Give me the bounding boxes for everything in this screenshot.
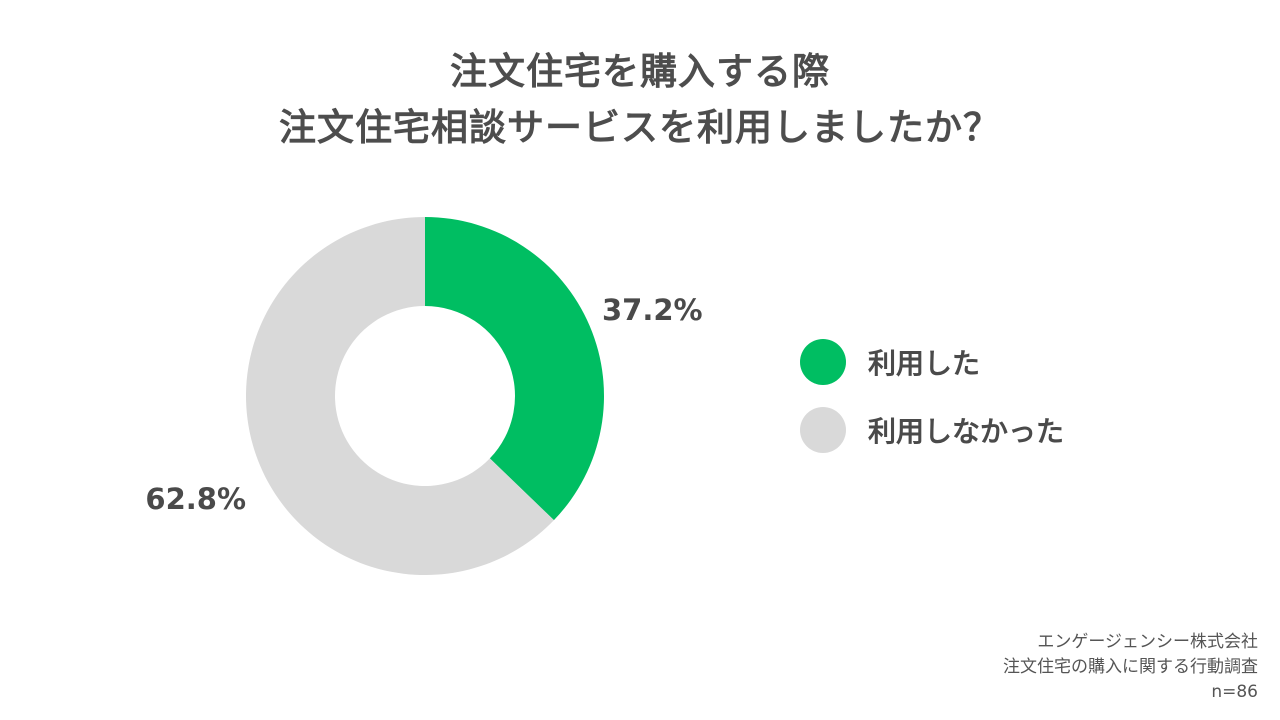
- sample-size: n=86: [1211, 682, 1258, 702]
- data-label-used: 37.2%: [602, 293, 703, 327]
- legend-swatch-not-used: [800, 407, 846, 453]
- chart-title: 注文住宅を購入する際 注文住宅相談サービスを利用しましたか？: [0, 44, 1280, 156]
- data-label-not-used: 62.8%: [145, 482, 246, 516]
- chart-title-line-2: 注文住宅相談サービスを利用しましたか？: [279, 106, 1001, 149]
- legend-label-not-used: 利用しなかった: [868, 415, 1065, 448]
- legend-swatch-used: [800, 339, 846, 385]
- source-company: エンゲージェンシー株式会社: [1037, 632, 1258, 652]
- donut-slices: [245, 217, 604, 575]
- donut-data-labels: 37.2% 62.8%: [145, 293, 702, 516]
- legend-item-used: 利用した: [800, 338, 1064, 386]
- legend-label-used: 利用した: [868, 347, 981, 380]
- source-survey-name: 注文住宅の購入に関する行動調査: [1003, 657, 1258, 677]
- legend-item-not-used: 利用しなかった: [800, 406, 1064, 454]
- legend: 利用した 利用しなかった: [800, 338, 1064, 474]
- slice-used: [425, 217, 604, 521]
- slice-not-used: [245, 217, 554, 575]
- source-footer: エンゲージェンシー株式会社 注文住宅の購入に関する行動調査 n=86: [1003, 630, 1258, 705]
- chart-title-line-1: 注文住宅を購入する際: [450, 50, 830, 93]
